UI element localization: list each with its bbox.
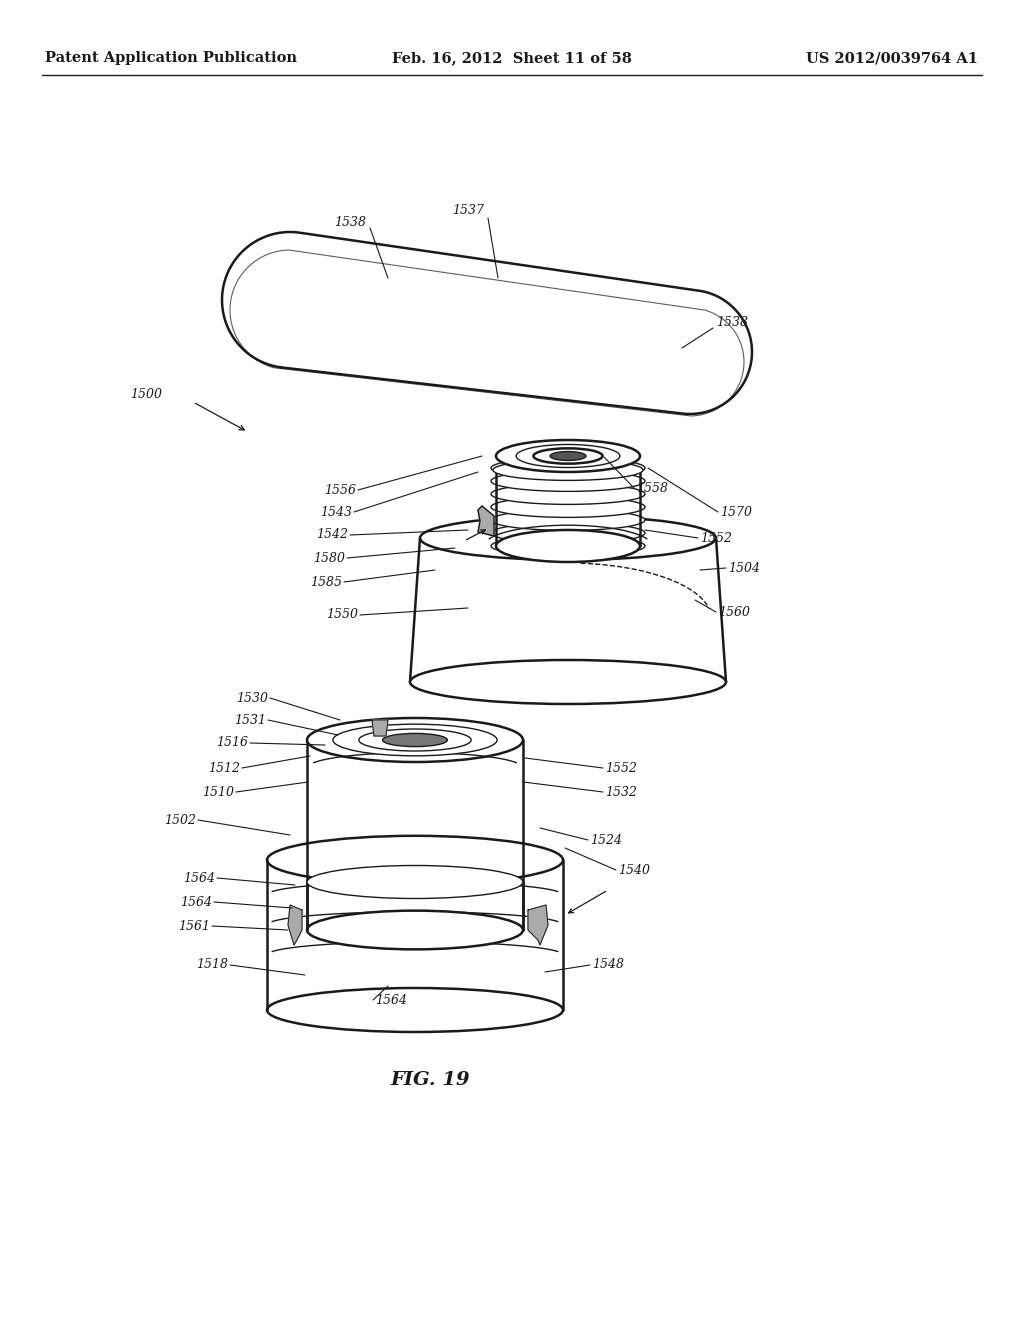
Text: 1564: 1564 xyxy=(180,895,212,908)
Ellipse shape xyxy=(307,911,523,949)
Ellipse shape xyxy=(496,531,640,562)
Ellipse shape xyxy=(490,471,645,491)
Text: 1537: 1537 xyxy=(452,203,484,216)
Text: 1524: 1524 xyxy=(590,833,622,846)
Text: 1570: 1570 xyxy=(720,506,752,519)
Text: 1556: 1556 xyxy=(324,483,356,496)
Ellipse shape xyxy=(550,451,586,461)
Text: 1558: 1558 xyxy=(636,482,668,495)
Ellipse shape xyxy=(496,440,640,473)
Text: 1510: 1510 xyxy=(202,785,234,799)
Ellipse shape xyxy=(490,483,645,504)
Text: 1502: 1502 xyxy=(164,813,196,826)
Text: 1500: 1500 xyxy=(130,388,162,401)
Ellipse shape xyxy=(383,734,447,747)
Text: 1531: 1531 xyxy=(234,714,266,726)
Text: 1532: 1532 xyxy=(605,785,637,799)
Text: 1530: 1530 xyxy=(236,692,268,705)
Text: 1585: 1585 xyxy=(310,576,342,589)
Ellipse shape xyxy=(267,987,563,1032)
Text: 1560: 1560 xyxy=(718,606,750,619)
Ellipse shape xyxy=(307,718,523,762)
Text: Feb. 16, 2012  Sheet 11 of 58: Feb. 16, 2012 Sheet 11 of 58 xyxy=(392,51,632,65)
Text: US 2012/0039764 A1: US 2012/0039764 A1 xyxy=(806,51,978,65)
Ellipse shape xyxy=(358,729,471,751)
Polygon shape xyxy=(288,906,302,945)
Polygon shape xyxy=(222,232,752,414)
Text: 1580: 1580 xyxy=(313,552,345,565)
Ellipse shape xyxy=(307,866,523,899)
Text: 1550: 1550 xyxy=(326,609,358,622)
Text: 1516: 1516 xyxy=(216,737,248,750)
Ellipse shape xyxy=(534,449,602,463)
Polygon shape xyxy=(528,906,548,945)
Text: 1542: 1542 xyxy=(316,528,348,541)
Text: 1538: 1538 xyxy=(334,215,366,228)
Ellipse shape xyxy=(333,725,497,756)
Text: 1512: 1512 xyxy=(208,762,240,775)
Ellipse shape xyxy=(490,536,645,557)
Ellipse shape xyxy=(410,660,726,704)
Text: 1538: 1538 xyxy=(716,315,748,329)
Text: 1552: 1552 xyxy=(605,762,637,775)
Ellipse shape xyxy=(490,496,645,517)
Text: 1518: 1518 xyxy=(196,958,228,972)
Text: 1548: 1548 xyxy=(592,958,624,972)
Text: Patent Application Publication: Patent Application Publication xyxy=(45,51,297,65)
Text: 1564: 1564 xyxy=(183,871,215,884)
Ellipse shape xyxy=(420,516,716,560)
Ellipse shape xyxy=(490,510,645,531)
Text: 1540: 1540 xyxy=(618,863,650,876)
Text: 1504: 1504 xyxy=(728,561,760,574)
Ellipse shape xyxy=(490,458,645,478)
Polygon shape xyxy=(372,719,388,737)
Ellipse shape xyxy=(493,459,643,480)
Ellipse shape xyxy=(267,836,563,884)
Ellipse shape xyxy=(490,523,645,544)
Text: 1543: 1543 xyxy=(319,506,352,519)
Text: 1552: 1552 xyxy=(700,532,732,544)
Polygon shape xyxy=(478,506,494,536)
Ellipse shape xyxy=(516,445,620,467)
Text: 1561: 1561 xyxy=(178,920,210,932)
Text: 1564: 1564 xyxy=(375,994,407,1006)
Text: FIG. 19: FIG. 19 xyxy=(390,1071,470,1089)
